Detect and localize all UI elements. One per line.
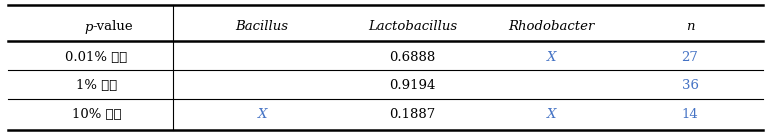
- Text: Rhodobacter: Rhodobacter: [508, 21, 594, 33]
- Text: 0.6888: 0.6888: [389, 51, 436, 64]
- Text: Bacillus: Bacillus: [236, 21, 288, 33]
- Text: X: X: [547, 51, 556, 64]
- Text: 0.1887: 0.1887: [389, 108, 436, 121]
- Text: 14: 14: [682, 108, 699, 121]
- Text: 27: 27: [682, 51, 699, 64]
- Text: X: X: [547, 108, 556, 121]
- Text: p: p: [84, 21, 93, 33]
- Text: 1% 주입: 1% 주입: [76, 79, 117, 92]
- Text: Lactobacillus: Lactobacillus: [368, 21, 457, 33]
- Text: -value: -value: [93, 21, 133, 33]
- Text: 0.01% 주입: 0.01% 주입: [66, 51, 127, 64]
- Text: 36: 36: [682, 79, 699, 92]
- Text: n: n: [685, 21, 695, 33]
- Text: X: X: [258, 108, 267, 121]
- Text: 10% 주입: 10% 주입: [72, 108, 121, 121]
- Text: 0.9194: 0.9194: [389, 79, 436, 92]
